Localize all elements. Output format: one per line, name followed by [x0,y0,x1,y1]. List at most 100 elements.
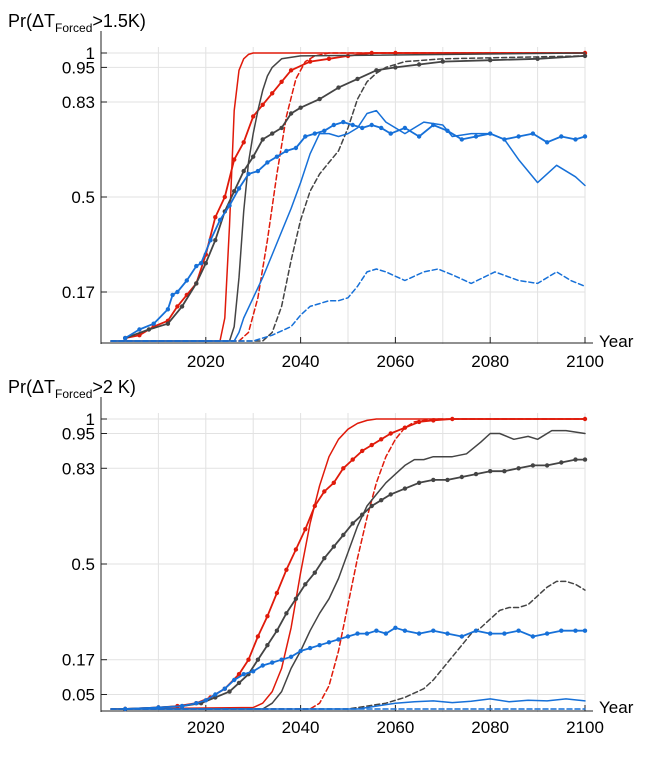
series-point-red-dots [307,59,313,64]
series-point-blue-dots [222,686,227,691]
series-line-blue-solid [110,698,586,710]
series-point-gray-dots [388,492,393,497]
series-point-blue-dots [393,625,398,630]
panel-2-title: Pr(ΔTForced>2 K) [8,377,136,401]
series-line-blue-dots [124,121,586,340]
series-point-red-dots [402,425,408,430]
panel-2-y-tick-labels: 0.05 0.17 0.5 0.83 0.951 [62,410,95,705]
series-point-blue-dots [170,292,175,298]
series-point-gray-dots [213,238,218,243]
series-point-blue-dots [350,122,355,128]
series-point-blue-dots [502,631,507,636]
series-point-blue-dots [374,628,379,633]
x-tick-label: 2060 [376,352,414,371]
series-point-blue-dots [123,706,128,712]
x-tick-label: 2080 [471,352,509,371]
x-tick-label: 2060 [376,718,414,737]
series-point-blue-dots [336,637,341,642]
series-point-blue-dots [255,168,261,174]
series-point-blue-dots [151,321,156,326]
series-point-red-dots [341,466,346,471]
series-point-blue-dots [246,171,251,177]
series-point-blue-dots [445,631,450,636]
series-point-gray-dots [303,582,308,587]
series-line-red-dashed [110,52,586,342]
series-line-gray-dots [124,458,586,710]
series-point-red-dots [213,215,218,220]
panel-1-title: Pr(ΔTForced>1.5K) [8,11,146,35]
series-point-gray-dots [573,457,578,462]
series-point-blue-dots [194,701,199,706]
series-point-red-dots [326,56,332,61]
series-point-red-dots [175,304,180,309]
series-point-blue-dots [573,137,578,142]
series-point-gray-dots [227,689,232,694]
series-point-blue-dots [416,631,422,636]
panel-1-grid [101,47,586,344]
series-point-blue-dots [488,131,493,136]
series-point-gray-dots [236,680,242,686]
series-point-red-dots [284,567,289,572]
series-point-blue-dots [236,186,242,191]
series-point-blue-dots [402,628,408,633]
x-tick-label: 2040 [282,718,320,737]
series-point-red-dots [369,442,374,448]
series-point-blue-dots [307,645,313,651]
series-point-blue-dots [488,631,493,636]
series-point-blue-dots [473,628,479,633]
panel-2-axes [100,397,593,712]
panel-2-grid [101,413,586,712]
series-point-gray-dots [488,469,493,474]
series-point-red-dots [582,416,588,422]
series-point-red-dots [270,91,275,96]
series-point-blue-dots [516,134,521,139]
series-point-blue-dots [345,634,351,639]
series-point-blue-dots [431,628,436,633]
series-point-red-dots [260,102,265,108]
series-line-red-dots [124,52,586,340]
series-point-gray-dots [194,281,199,286]
series-point-blue-dots [208,238,213,243]
series-point-gray-dots [336,85,341,90]
y-tick-label: 0.83 [62,459,95,478]
series-point-blue-dots [279,657,284,662]
series-point-gray-dots [179,304,185,309]
series-point-red-dots [274,590,280,596]
series-point-gray-dots [355,76,360,82]
series-point-blue-dots [355,631,360,636]
x-tick-label: 2080 [471,718,509,737]
y-tick-label: 0.17 [62,651,95,670]
series-line-red-solid [110,418,586,710]
series-point-gray-dots [374,68,379,73]
series-point-red-dots [322,489,327,494]
series-point-gray-dots [322,556,327,561]
series-point-gray-dots [288,111,294,116]
series-point-blue-dots [165,307,171,312]
series-point-blue-dots [582,134,588,139]
series-point-gray-dots [241,168,246,174]
series-point-blue-dots [530,131,536,136]
series-point-gray-dots [416,480,422,485]
series-point-red-dots [288,68,294,73]
series-point-blue-dots [445,128,450,133]
series-point-blue-dots [123,335,128,341]
y-tick-label: 0.95 [62,425,95,444]
series-point-blue-dots [582,628,588,633]
series-point-blue-dots [459,634,464,639]
series-point-red-dots [279,79,284,85]
series-line-gray-dashed [110,55,586,342]
series-point-blue-dots [175,289,180,295]
series-point-red-dots [241,140,246,145]
series-point-blue-dots [544,631,550,636]
series-point-blue-dots [137,327,142,332]
series-point-gray-dots [582,53,588,59]
series-point-blue-dots [573,628,578,633]
series-point-blue-dots [459,137,464,142]
series-point-blue-dots [559,134,564,139]
series-point-gray-dots [312,570,317,575]
series-point-gray-dots [379,498,384,503]
series-point-red-dots [236,672,242,677]
series-point-gray-dots [260,137,265,142]
series-line-red-solid [110,52,586,342]
series-point-red-dots [265,614,270,619]
